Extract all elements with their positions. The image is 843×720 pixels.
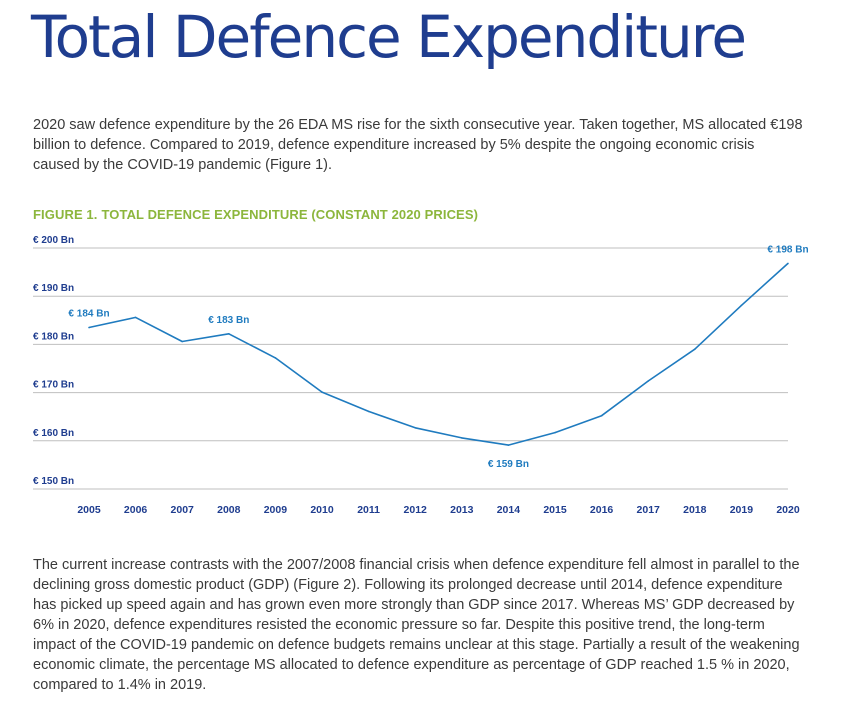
data-point xyxy=(507,444,510,446)
intro-paragraph: 2020 saw defence expenditure by the 26 E… xyxy=(33,117,803,173)
x-tick-label: 2015 xyxy=(543,504,567,516)
x-tick-label: 2008 xyxy=(217,504,241,516)
data-label: € 183 Bn xyxy=(208,315,249,326)
data-point xyxy=(181,340,183,343)
x-tick-label: 2005 xyxy=(77,504,101,516)
figure-number: FIGURE 1. xyxy=(33,207,98,222)
y-tick-label: € 200 Bn xyxy=(33,235,74,246)
data-point xyxy=(414,426,417,429)
x-tick-label: 2018 xyxy=(683,504,707,516)
data-point xyxy=(600,414,603,417)
data-point xyxy=(740,304,743,307)
data-point xyxy=(367,410,370,413)
data-point xyxy=(88,326,90,329)
series-line xyxy=(88,262,789,446)
x-tick-label: 2020 xyxy=(776,504,800,516)
chart-y-axis: € 150 Bn € 160 Bn € 170 Bn € 180 Bn € 190 Bn… xyxy=(33,235,74,487)
x-tick-label: 2009 xyxy=(264,504,288,516)
data-point xyxy=(554,431,556,434)
data-point xyxy=(321,391,323,393)
data-point xyxy=(134,316,137,319)
chart-data-labels: € 184 Bn € 183 Bn € 159 Bn € 198 Bn xyxy=(68,244,808,470)
x-tick-label: 2016 xyxy=(590,504,614,516)
data-point xyxy=(228,332,230,335)
y-tick-label: € 150 Bn xyxy=(33,476,74,487)
figure-title: FIGURE 1. TOTAL DEFENCE EXPENDITURE (CONS… xyxy=(33,207,478,222)
data-point xyxy=(274,357,277,359)
data-point xyxy=(647,380,649,382)
x-tick-label: 2013 xyxy=(450,504,474,516)
line-chart: € 150 Bn € 160 Bn € 170 Bn € 180 Bn € 190 Bn… xyxy=(33,235,809,516)
y-tick-label: € 160 Bn xyxy=(33,428,74,439)
x-tick-label: 2014 xyxy=(497,504,521,516)
data-point xyxy=(694,348,696,351)
chart-gridlines xyxy=(33,247,788,490)
data-label: € 159 Bn xyxy=(488,459,529,470)
x-tick-label: 2007 xyxy=(171,504,195,516)
x-tick-label: 2017 xyxy=(637,504,661,516)
body-paragraph: The current increase contrasts with the … xyxy=(33,557,800,693)
data-point xyxy=(787,262,789,265)
y-tick-label: € 190 Bn xyxy=(33,283,74,294)
chart-x-axis: 2005 2006 2007 2008 2009 2010 2011 2012 2013 2014… xyxy=(77,504,800,516)
y-tick-label: € 180 Bn xyxy=(33,331,74,342)
x-tick-label: 2010 xyxy=(310,504,334,516)
x-tick-label: 2019 xyxy=(730,504,754,516)
x-tick-label: 2006 xyxy=(124,504,148,516)
y-tick-label: € 170 Bn xyxy=(33,380,74,391)
figure-caption: TOTAL DEFENCE EXPENDITURE (CONSTANT 2020… xyxy=(101,207,479,222)
data-point xyxy=(461,437,463,439)
data-label: € 184 Bn xyxy=(68,309,109,320)
page-title: Total Defence Expenditure xyxy=(31,3,747,71)
x-tick-label: 2011 xyxy=(357,504,380,516)
data-label: € 198 Bn xyxy=(767,244,808,255)
x-tick-label: 2012 xyxy=(404,504,428,516)
chart-series xyxy=(88,262,789,446)
